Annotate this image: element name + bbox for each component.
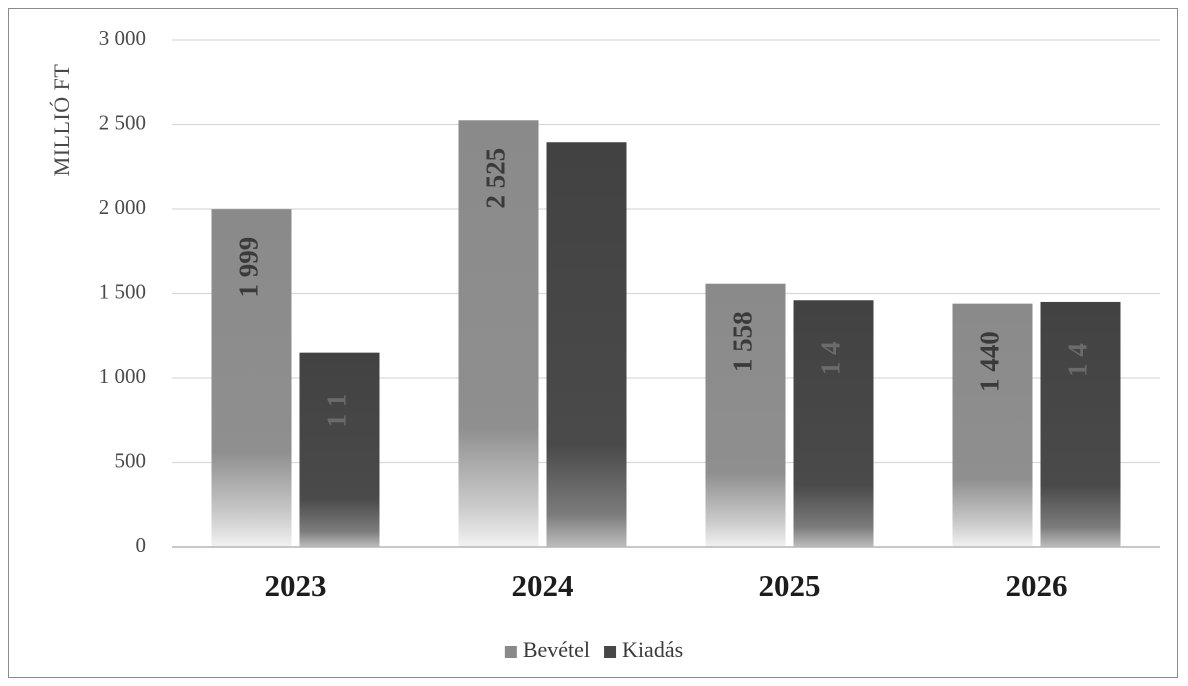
data-label: 1 1 [322,394,352,428]
y-tick-label: 1 500 [99,279,146,303]
bar-bevétel-2023 [211,209,292,547]
legend-item-kiadás: Kiadás [604,637,683,662]
data-label: 1 558 [728,311,758,372]
y-tick-label: 3 000 [99,26,146,50]
y-tick-label: 1 000 [99,364,146,388]
data-labels: 1 999 1 1 2 525 1 558 1 4 1 440 1 4 [234,148,1093,428]
x-axis-categories: 2023 2024 2025 2026 [265,568,1068,603]
x-category-label: 2024 [512,568,574,603]
data-label: 1 440 [975,331,1005,392]
data-label: 1 4 [1063,343,1093,377]
x-category-label: 2023 [265,568,327,603]
bar-kiadás-2025 [793,300,874,547]
legend-swatch [604,646,617,658]
x-category-label: 2025 [759,568,821,603]
legend-item-bevétel: Bevétel [504,637,590,662]
data-label: 1 4 [816,341,846,375]
y-tick-label: 0 [136,533,147,557]
bar-bevétel-2024 [458,120,539,548]
data-label: 1 999 [234,237,264,298]
y-tick-label: 2 000 [99,195,146,219]
bar-kiadás-2024 [546,142,627,547]
y-axis-ticks: 0 500 1 000 1 500 2 000 2 500 3 000 [99,26,146,557]
bar-kiadás-2026 [1040,301,1121,547]
legend: Bevétel Kiadás [504,637,683,662]
y-tick-label: 2 500 [99,110,146,134]
y-axis-label: MILLIÓ FT [49,64,74,177]
bar-bevétel-2025 [705,283,786,547]
x-category-label: 2026 [1006,568,1068,603]
bars [211,120,1121,548]
legend-label: Bevétel [523,637,590,662]
y-tick-label: 500 [115,448,147,472]
legend-label: Kiadás [622,637,683,662]
data-label: 2 525 [481,148,511,209]
bar-bevétel-2026 [952,303,1033,547]
bar-kiadás-2023 [299,352,380,547]
legend-swatch [504,646,517,658]
